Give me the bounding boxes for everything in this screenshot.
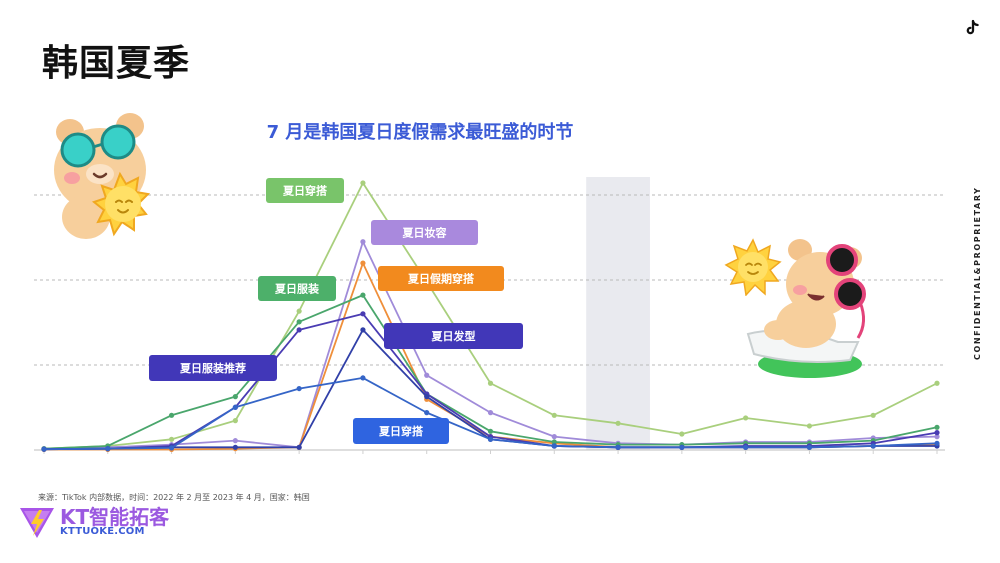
callout-box-0 bbox=[266, 178, 344, 203]
series-5-point-5 bbox=[360, 327, 366, 333]
series-6-point-8 bbox=[551, 443, 557, 449]
callout-box-6 bbox=[353, 418, 449, 444]
series-0-point-13 bbox=[870, 412, 876, 418]
callout-label-2: 夏日假期穿搭 bbox=[408, 272, 475, 286]
callout-label-6: 夏日穿搭 bbox=[379, 424, 424, 438]
series-6-point-10 bbox=[679, 444, 685, 450]
series-6-point-11 bbox=[743, 444, 749, 450]
chart-title: 7 月是韩国夏日度假需求最旺盛的时节 bbox=[266, 122, 574, 143]
series-1-point-8 bbox=[551, 434, 557, 440]
highlight-band bbox=[586, 177, 650, 450]
callout-label-5: 夏日服装推荐 bbox=[180, 361, 246, 375]
bear-with-goggles-and-sun-icon bbox=[54, 113, 151, 239]
series-6-point-1 bbox=[105, 446, 111, 452]
sun-icon bbox=[724, 238, 782, 296]
brand-logo: KT智能拓客 KTTUOKE.COM bbox=[18, 500, 188, 542]
series-0-point-12 bbox=[806, 423, 813, 429]
series-6-point-12 bbox=[806, 444, 813, 450]
series-1-point-6 bbox=[424, 372, 430, 378]
brand-url: KTTUOKE.COM bbox=[60, 526, 145, 537]
series-0-point-9 bbox=[615, 420, 621, 426]
series-0-point-3 bbox=[232, 418, 238, 424]
series-1-point-5 bbox=[360, 239, 366, 245]
series-3-point-2 bbox=[168, 412, 175, 418]
series-0-point-14 bbox=[934, 380, 940, 386]
series-0-point-8 bbox=[551, 412, 557, 418]
series-1-point-14 bbox=[934, 434, 940, 440]
series-2-point-5 bbox=[360, 260, 366, 266]
series-6-point-5 bbox=[360, 375, 366, 381]
series-0-point-11 bbox=[743, 415, 749, 421]
series-6-point-13 bbox=[870, 443, 876, 449]
series-3-point-5 bbox=[360, 292, 366, 298]
kt-logo-icon bbox=[20, 508, 54, 538]
series-5-point-4 bbox=[296, 444, 302, 450]
series-0-point-4 bbox=[296, 308, 302, 314]
callout-label-3: 夏日服装 bbox=[275, 282, 319, 296]
series-3-point-14 bbox=[934, 424, 940, 430]
series-4-point-4 bbox=[296, 327, 302, 333]
series-1-point-3 bbox=[232, 438, 238, 444]
callout-box-2 bbox=[378, 266, 504, 291]
callout-box-1 bbox=[371, 220, 478, 245]
series-4-point-5 bbox=[360, 311, 366, 317]
source-note: 来源：TikTok 内部数据，时间：2022 年 2 月至 2023 年 4 月… bbox=[38, 493, 310, 502]
callout-label-1: 夏日妆容 bbox=[403, 226, 447, 240]
series-6-point-7 bbox=[487, 436, 494, 442]
series-6-point-3 bbox=[232, 404, 238, 410]
series-6-point-0 bbox=[41, 446, 47, 452]
bear-in-lounge-chair-icon bbox=[746, 239, 866, 378]
series-0-point-5 bbox=[360, 180, 366, 186]
tiktok-icon bbox=[966, 19, 979, 35]
callout-label-0: 夏日穿搭 bbox=[283, 184, 328, 198]
callout-box-5 bbox=[149, 355, 277, 381]
series-5-point-6 bbox=[424, 394, 430, 400]
callout-box-3 bbox=[258, 276, 336, 301]
series-0-point-10 bbox=[679, 431, 685, 437]
callout-label-4: 夏日发型 bbox=[432, 329, 476, 343]
series-5-point-3 bbox=[232, 444, 238, 450]
callout-box-4 bbox=[384, 323, 523, 349]
series-6-point-6 bbox=[424, 410, 430, 416]
series-0-point-2 bbox=[168, 436, 175, 442]
page-title: 韩国夏季 bbox=[42, 43, 191, 84]
series-3-point-8 bbox=[551, 439, 557, 445]
series-4-point-14 bbox=[934, 430, 940, 436]
series-6-point-4 bbox=[296, 385, 302, 392]
series-3-point-3 bbox=[232, 394, 238, 400]
series-6-point-2 bbox=[168, 445, 175, 451]
series-3-point-7 bbox=[487, 428, 494, 434]
series-3-point-4 bbox=[296, 319, 302, 325]
brand-name: KT智能拓客 bbox=[60, 505, 170, 529]
series-6-point-14 bbox=[934, 440, 940, 446]
series-1-point-7 bbox=[487, 410, 494, 416]
series-6-point-9 bbox=[615, 444, 621, 450]
series-0-point-7 bbox=[487, 380, 494, 386]
